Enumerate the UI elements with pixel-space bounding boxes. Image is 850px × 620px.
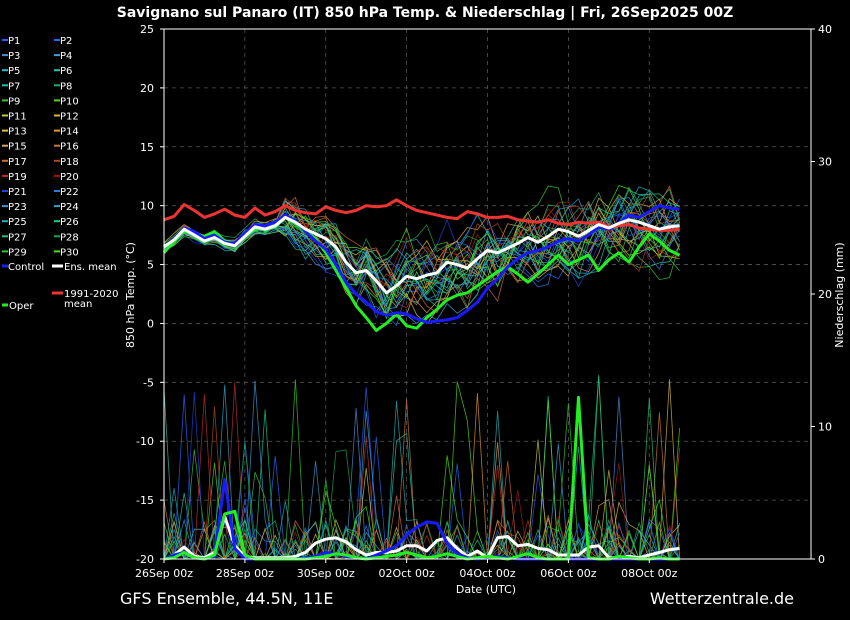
y-tick-label-right: 20 — [818, 288, 832, 301]
legend-label-climatology: 1991-2020 — [64, 289, 119, 300]
y-tick-label-left: -10 — [136, 435, 154, 448]
series-line-control — [163, 204, 680, 324]
legend-label-p10: P10 — [60, 96, 79, 107]
legend-label-climatology-2: mean — [64, 299, 92, 310]
legend-label-p20: P20 — [60, 172, 79, 183]
legend-label-p21: P21 — [8, 187, 27, 198]
x-tick-label: 06Oct 00z — [540, 567, 597, 580]
x-tick-label: 04Oct 00z — [459, 567, 516, 580]
x-tick-label: 26Sep 00z — [135, 567, 193, 580]
legend-label-p3: P3 — [8, 51, 20, 62]
legend-label-p4: P4 — [60, 51, 72, 62]
series-line-ens-mean — [163, 215, 680, 295]
legend-label-p22: P22 — [60, 187, 79, 198]
axes: 25 20 15 10 5 0 -5 -10 -15 -20 40 30 20 10 0 26Sep 00z 2… — [135, 23, 832, 580]
legend-label-p24: P24 — [60, 202, 79, 213]
legend-label-p23: P23 — [8, 202, 27, 213]
legend-label-p11: P11 — [8, 112, 27, 123]
legend-label-p15: P15 — [8, 142, 27, 153]
legend-label-p26: P26 — [60, 217, 79, 228]
y-tick-label-left: 5 — [147, 259, 154, 272]
y-tick-label-right: 10 — [818, 421, 832, 434]
legend-label-p9: P9 — [8, 96, 20, 107]
legend-label-p27: P27 — [8, 232, 27, 243]
member-line-p29 — [163, 185, 680, 318]
y-tick-label-left: -20 — [136, 553, 154, 566]
y-tick-label-right: 40 — [818, 23, 832, 36]
legend-label-p5: P5 — [8, 66, 20, 77]
x-tick-label: 08Oct 00z — [621, 567, 678, 580]
y-axis-label-left: 850 hPa Temp. (°C) — [124, 242, 137, 348]
y-axis-label-right: Niederschlag (mm) — [833, 242, 846, 347]
legend-label-p2: P2 — [60, 36, 72, 47]
legend-label-p8: P8 — [60, 81, 72, 92]
source-subtitle: Wetterzentrale.de — [650, 589, 794, 608]
y-tick-label-left: -15 — [136, 494, 154, 507]
x-tick-label: 02Oct 00z — [378, 567, 435, 580]
y-tick-label-left: 10 — [140, 200, 154, 213]
y-tick-label-right: 0 — [818, 553, 825, 566]
legend-label-p17: P17 — [8, 157, 27, 168]
legend: P1 P2 P3 P4 P5 P6 P7 P8 P9 P10 P11 P12 P13 P14 P15 P16 P… — [2, 36, 119, 312]
x-tick-label: 30Sep 00z — [297, 567, 355, 580]
legend-label-p16: P16 — [60, 142, 79, 153]
legend-label-p28: P28 — [60, 232, 79, 243]
legend-label-p13: P13 — [8, 127, 27, 138]
y-tick-label-left: 15 — [140, 141, 154, 154]
member-precip-p26 — [164, 376, 680, 560]
legend-label-p6: P6 — [60, 66, 72, 77]
legend-label-p29: P29 — [8, 247, 27, 258]
legend-label-p12: P12 — [60, 112, 79, 123]
model-subtitle: GFS Ensemble, 44.5N, 11E — [120, 589, 333, 608]
legend-label-control: Control — [8, 262, 44, 273]
x-tick-label: 28Sep 00z — [216, 567, 274, 580]
legend-label-p7: P7 — [8, 81, 20, 92]
legend-label-p14: P14 — [60, 127, 79, 138]
legend-label-p18: P18 — [60, 157, 79, 168]
y-tick-label-left: 0 — [147, 317, 154, 330]
member-line-p25 — [163, 186, 680, 308]
legend-label-p25: P25 — [8, 217, 27, 228]
legend-label-ens-mean: Ens. mean — [64, 262, 117, 273]
chart-title: Savignano sul Panaro (IT) 850 hPa Temp. … — [117, 5, 734, 21]
member-line-p17 — [163, 185, 680, 314]
legend-label-p19: P19 — [8, 172, 27, 183]
y-tick-label-left: -5 — [143, 376, 154, 389]
member-precip-p18 — [164, 406, 680, 560]
legend-label-p1: P1 — [8, 36, 20, 47]
x-axis-label: Date (UTC) — [456, 583, 516, 596]
y-tick-label-right: 30 — [818, 156, 832, 169]
legend-label-oper: Oper — [9, 301, 34, 312]
series-line-oper-precip — [163, 395, 680, 561]
y-tick-label-left: 25 — [140, 23, 154, 36]
legend-label-p30: P30 — [60, 247, 79, 258]
series-line-1991-2020-mean — [163, 198, 680, 232]
y-tick-label-left: 20 — [140, 82, 154, 95]
